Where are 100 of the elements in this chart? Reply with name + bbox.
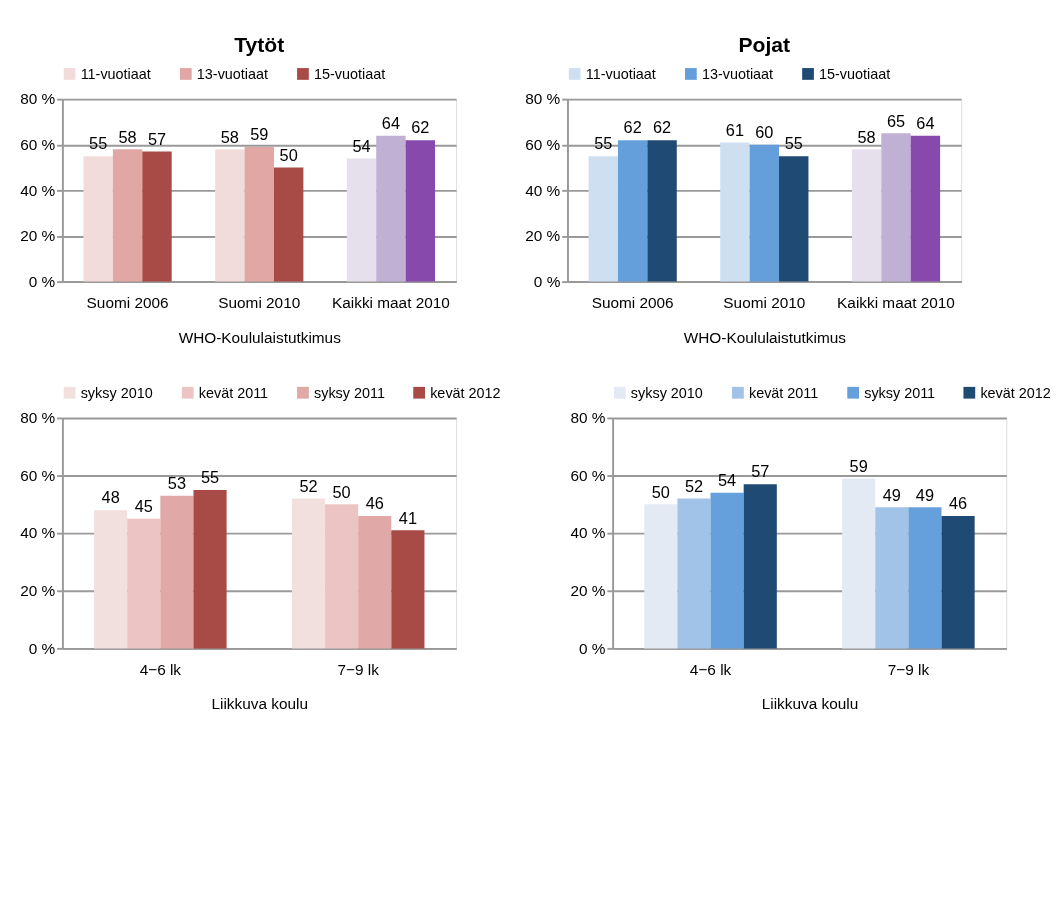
data-label: 62 bbox=[411, 118, 430, 137]
y-tick-label: 40 % bbox=[570, 524, 606, 542]
y-tick-label: 20 % bbox=[570, 582, 606, 600]
bar bbox=[941, 515, 975, 649]
bar bbox=[405, 140, 436, 282]
bar bbox=[881, 133, 911, 282]
y-tick-label: 0 % bbox=[28, 639, 56, 657]
x-tick-label: Suomi 2010 bbox=[723, 294, 806, 312]
legend-label: syksy 2011 bbox=[313, 384, 385, 401]
legend-label: kevät 2011 bbox=[198, 384, 269, 401]
y-tick-label: 60 % bbox=[20, 466, 56, 484]
data-label: 58 bbox=[857, 127, 876, 146]
data-label: 46 bbox=[949, 494, 968, 513]
bar bbox=[677, 498, 711, 649]
y-tick-label: 80 % bbox=[20, 90, 56, 108]
x-tick-label: 4−6 lk bbox=[689, 660, 732, 678]
data-label: 65 bbox=[886, 111, 906, 130]
data-label: 49 bbox=[882, 485, 901, 504]
bar bbox=[127, 518, 161, 649]
bar bbox=[346, 158, 377, 282]
data-label: 64 bbox=[916, 113, 935, 132]
bar bbox=[743, 484, 777, 649]
legend-label: syksy 2010 bbox=[630, 384, 703, 401]
data-label: 48 bbox=[101, 488, 120, 507]
bar bbox=[710, 492, 744, 649]
bar bbox=[749, 144, 780, 282]
bar bbox=[842, 478, 876, 649]
x-axis-title: WHO-Koululaistutkimus bbox=[683, 328, 847, 346]
legend-label: 15-vuotiaat bbox=[819, 65, 891, 82]
data-label: 54 bbox=[718, 471, 737, 490]
bar bbox=[910, 135, 941, 282]
bar bbox=[112, 149, 143, 282]
legend-label: kevät 2012 bbox=[980, 384, 1051, 401]
data-label: 49 bbox=[915, 485, 935, 504]
y-tick-label: 40 % bbox=[20, 524, 56, 542]
data-label: 57 bbox=[147, 129, 167, 148]
x-tick-label: 7−9 lk bbox=[887, 660, 930, 678]
data-label: 59 bbox=[849, 456, 868, 475]
data-label: 57 bbox=[751, 462, 770, 481]
data-label: 55 bbox=[594, 134, 613, 153]
y-tick-label: 40 % bbox=[20, 181, 56, 199]
data-label: 62 bbox=[652, 118, 672, 137]
legend-label: 15-vuotiaat bbox=[313, 65, 386, 82]
bar bbox=[142, 151, 172, 282]
x-tick-label: Suomi 2006 bbox=[86, 294, 169, 312]
bar bbox=[160, 495, 194, 649]
legend-label: 13-vuotiaat bbox=[196, 65, 269, 82]
y-tick-label: 40 % bbox=[525, 181, 561, 199]
y-tick-label: 0 % bbox=[578, 639, 606, 657]
legend-label: kevät 2011 bbox=[748, 384, 819, 401]
x-tick-label: Suomi 2006 bbox=[591, 294, 674, 312]
x-axis-title: Liikkuva koulu bbox=[761, 695, 859, 713]
data-label: 59 bbox=[250, 125, 269, 144]
data-label: 52 bbox=[299, 476, 318, 495]
bar bbox=[83, 156, 113, 282]
data-label: 54 bbox=[352, 136, 371, 155]
bar bbox=[644, 504, 678, 649]
x-axis-title: Liikkuva koulu bbox=[211, 695, 308, 713]
data-label: 61 bbox=[725, 120, 744, 139]
y-tick-label: 20 % bbox=[525, 227, 561, 245]
y-tick-label: 0 % bbox=[28, 272, 56, 290]
x-tick-label: 4−6 lk bbox=[139, 660, 182, 678]
legend-label: 13-vuotiaat bbox=[701, 65, 774, 82]
y-tick-label: 60 % bbox=[20, 136, 56, 154]
y-tick-label: 80 % bbox=[525, 90, 561, 108]
data-label: 58 bbox=[220, 127, 239, 146]
bar bbox=[244, 147, 274, 282]
data-label: 55 bbox=[200, 468, 220, 487]
chart-title: Tytöt bbox=[234, 33, 285, 57]
bar bbox=[391, 530, 425, 649]
data-label: 53 bbox=[167, 474, 186, 493]
bar bbox=[779, 156, 809, 282]
legend-label: syksy 2011 bbox=[864, 384, 936, 401]
x-tick-label: Kaikki maat 2010 bbox=[837, 294, 955, 312]
x-tick-label: 7−9 lk bbox=[337, 660, 380, 678]
data-label: 52 bbox=[684, 476, 704, 495]
data-label: 50 bbox=[651, 482, 670, 501]
bar bbox=[647, 140, 677, 282]
legend-label: kevät 2012 bbox=[430, 384, 501, 401]
data-label: 41 bbox=[398, 508, 417, 527]
bar bbox=[215, 149, 245, 282]
data-label: 55 bbox=[89, 134, 108, 153]
data-label: 50 bbox=[332, 482, 351, 501]
y-tick-label: 60 % bbox=[570, 466, 606, 484]
bar bbox=[291, 498, 326, 649]
bar bbox=[720, 142, 750, 282]
legend-label: 11-vuotiaat bbox=[585, 65, 656, 82]
y-tick-label: 80 % bbox=[570, 409, 606, 427]
y-tick-label: 20 % bbox=[20, 582, 56, 600]
data-label: 64 bbox=[381, 113, 401, 132]
bar bbox=[94, 510, 128, 649]
data-label: 50 bbox=[279, 145, 298, 164]
bar bbox=[358, 515, 392, 649]
data-label: 45 bbox=[134, 497, 153, 516]
y-tick-label: 20 % bbox=[20, 227, 56, 245]
x-tick-label: Kaikki maat 2010 bbox=[332, 294, 450, 312]
data-label: 58 bbox=[118, 127, 137, 146]
data-label: 62 bbox=[623, 118, 642, 137]
bar bbox=[617, 140, 648, 282]
bar bbox=[851, 149, 882, 282]
